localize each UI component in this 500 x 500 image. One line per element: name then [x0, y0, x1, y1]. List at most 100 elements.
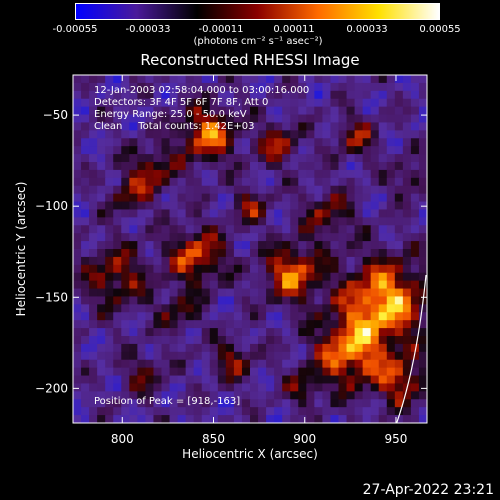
heatmap-cell — [402, 304, 412, 313]
heatmap-cell — [129, 90, 138, 100]
heatmap-cell — [322, 82, 332, 92]
heatmap-cell — [225, 296, 235, 305]
heatmap-cell — [129, 225, 138, 234]
heatmap-cell — [298, 359, 307, 369]
heatmap-cell — [129, 328, 138, 337]
heatmap-cell — [161, 75, 171, 84]
heatmap-cell — [89, 264, 98, 274]
heatmap-cell — [81, 336, 90, 345]
heatmap-cell — [185, 351, 195, 361]
heatmap-cell — [145, 169, 155, 179]
heatmap-cell — [193, 90, 203, 100]
heatmap-cell — [362, 241, 372, 250]
heatmap-cell — [185, 82, 195, 92]
heatmap-cell — [274, 280, 283, 290]
heatmap-cell — [153, 114, 163, 124]
heatmap-cell — [402, 320, 412, 329]
heatmap-cell — [209, 304, 219, 313]
heatmap-cell — [185, 193, 195, 203]
heatmap-cell — [177, 185, 187, 195]
heatmap-cell — [153, 328, 163, 337]
heatmap-cell — [105, 130, 114, 139]
heatmap-cell — [266, 233, 275, 242]
heatmap-cell — [306, 138, 315, 147]
heatmap-cell — [73, 383, 82, 392]
heatmap-cell — [129, 75, 138, 84]
heatmap-cell — [330, 320, 340, 329]
heatmap-cell — [274, 225, 283, 234]
heatmap-cell — [185, 359, 195, 369]
heatmap-cell — [306, 106, 315, 116]
heatmap-cell — [370, 122, 380, 131]
heatmap-cell — [290, 343, 299, 353]
heatmap-cell — [346, 415, 356, 423]
heatmap-cell — [81, 375, 90, 385]
heatmap-cell — [201, 146, 211, 155]
heatmap-cell — [290, 249, 299, 258]
heatmap-cell — [233, 296, 243, 305]
heatmap-cell — [185, 304, 195, 313]
heatmap-cell — [258, 154, 267, 163]
heatmap-cell — [362, 351, 372, 361]
heatmap-cell — [113, 154, 122, 163]
heatmap-cell — [322, 201, 332, 211]
heatmap-cell — [402, 122, 412, 131]
heatmap-cell — [346, 391, 356, 400]
heatmap-cell — [330, 328, 340, 337]
heatmap-cell — [161, 280, 171, 290]
heatmap-cell — [370, 375, 380, 385]
heatmap-cell — [241, 233, 251, 242]
heatmap-cell — [177, 154, 187, 163]
heatmap-cell — [362, 407, 372, 416]
heatmap-cell — [113, 233, 122, 242]
heatmap-cell — [386, 233, 396, 242]
heatmap-cell — [298, 312, 307, 321]
heatmap-cell — [258, 122, 267, 131]
heatmap-cell — [250, 130, 259, 139]
heatmap-cell — [137, 138, 147, 147]
heatmap-cell — [97, 201, 106, 211]
heatmap-cell — [233, 217, 243, 226]
heatmap-cell — [137, 217, 147, 226]
heatmap-cell — [290, 288, 299, 298]
heatmap-cell — [97, 272, 106, 282]
heatmap-cell — [201, 407, 211, 416]
heatmap-cell — [322, 98, 332, 108]
heatmap-cell — [177, 241, 187, 250]
heatmap-cell — [418, 383, 427, 392]
heatmap-cell — [402, 288, 412, 298]
heatmap-cell — [410, 280, 420, 290]
heatmap-cell — [225, 383, 235, 392]
heatmap-cell — [241, 185, 251, 195]
heatmap-cell — [378, 201, 388, 211]
heatmap-cell — [282, 249, 291, 258]
heatmap-cell — [81, 264, 90, 274]
heatmap-cell — [105, 391, 114, 400]
heatmap-cell — [306, 296, 315, 305]
heatmap-cell — [145, 185, 155, 195]
heatmap-cell — [282, 233, 291, 242]
heatmap-cell — [73, 75, 82, 84]
heatmap-cell — [73, 296, 82, 305]
heatmap-cell — [378, 256, 388, 266]
heatmap-cell — [290, 367, 299, 377]
heatmap-cell — [153, 304, 163, 313]
heatmap-cell — [241, 391, 251, 400]
heatmap-cell — [209, 280, 219, 290]
heatmap-cell — [73, 169, 82, 179]
heatmap-cell — [97, 320, 106, 329]
heatmap-cell — [346, 185, 356, 195]
heatmap-cell — [193, 225, 203, 234]
heatmap-cell — [322, 169, 332, 179]
heatmap-cell — [346, 193, 356, 203]
heatmap-cell — [145, 375, 155, 385]
heatmap-cell — [97, 169, 106, 179]
heatmap-cell — [282, 264, 291, 274]
heatmap-cell — [129, 177, 138, 187]
heatmap-cell — [314, 249, 324, 258]
annotation-energy-range: Energy Range: 25.0 - 50.0 keV — [94, 109, 247, 120]
heatmap-cell — [282, 328, 291, 337]
heatmap-cell — [137, 201, 147, 211]
heatmap-cell — [410, 177, 420, 187]
heatmap-cell — [129, 375, 138, 385]
